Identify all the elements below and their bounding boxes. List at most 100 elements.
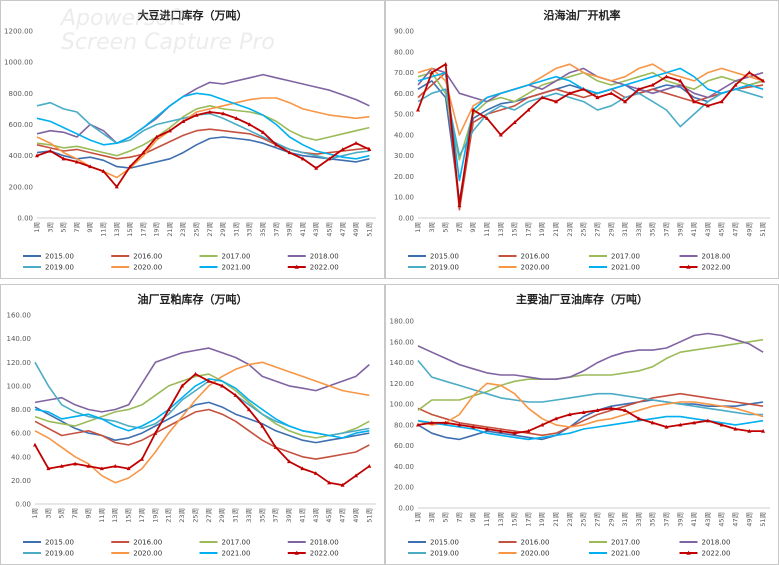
series-marker [761,78,766,83]
x-tick-label: 51周 [759,512,767,527]
x-tick-label: 27周 [593,222,601,237]
legend-label: 2015.00 [430,253,459,261]
y-tick-label: 120.00 [390,380,415,388]
x-tick-label: 19周 [153,222,161,237]
x-tick-label: 29周 [607,222,615,237]
series-marker [167,128,172,133]
x-tick-label: 37周 [662,222,670,237]
x-tick-label: 31周 [232,222,240,237]
y-tick-label: 400.00 [9,152,34,160]
series-line-2016.00 [417,392,764,437]
x-tick-label: 33周 [635,512,643,527]
x-tick-label: 35周 [259,222,267,237]
x-tick-label: 23周 [178,508,186,523]
y-tick-label: 600.00 [9,121,34,129]
x-tick-label: 47周 [731,222,739,237]
x-tick-label: 43周 [704,222,712,237]
series-marker [650,82,655,87]
x-tick-label: 3周 [428,222,436,233]
series-marker [261,130,265,134]
x-tick-label: 43周 [312,508,320,523]
series-line-2021.00 [34,378,370,439]
y-tick-label: 200.00 [9,183,34,191]
series-marker [678,78,683,83]
series-marker [46,466,51,471]
series-marker [153,430,158,435]
chart-coastal-crush-rate: 沿海油厂开机率 0.00 10.00 20.00 30.00 40.00 50.00 60.0… [385,0,779,279]
series-marker [86,464,91,468]
series-marker [154,134,159,139]
x-tick-label: 47周 [339,222,347,237]
series-marker [623,408,628,412]
legend-label: 2020.00 [521,264,550,272]
x-tick-label: 29周 [219,222,227,237]
y-tick-label: 140.00 [390,359,415,367]
y-tick-label: 60.00 [394,90,414,98]
series-line-2020.00 [417,63,764,136]
legend-label: 2022.00 [702,264,731,272]
x-tick-label: 33周 [245,508,253,523]
legend-label: 2020.00 [133,264,162,272]
x-tick-label: 21周 [165,508,173,523]
legend-label: 2019.00 [45,264,74,272]
x-tick-label: 43周 [312,222,320,237]
series-marker [498,428,503,433]
legend-marker [686,550,691,555]
x-tick-label: 5周 [60,222,68,233]
x-tick-label: 37周 [272,508,280,523]
series-marker [719,99,724,104]
x-tick-label: 23周 [566,512,574,527]
y-tick-label: 40.00 [394,131,414,139]
x-tick-label: 39周 [286,222,294,237]
series-marker [747,428,752,433]
x-tick-label: 3周 [44,508,52,519]
x-tick-label: 7周 [73,222,81,233]
x-tick-label: 35周 [649,512,657,527]
series-marker [650,420,655,425]
series-marker [114,184,119,189]
series-marker [636,86,641,91]
x-tick-label: 5周 [58,508,66,519]
chart-svg-soymeal-inventory: 油厂豆粕库存（万吨） 0.00 20.00 40.00 60.00 80.00 100.00… [7,292,376,558]
series-marker [498,132,503,137]
y-tick-label: 60.00 [394,442,414,450]
x-tick-label: 31周 [621,512,629,527]
series-marker [340,147,345,152]
x-tick-label: 9周 [469,512,477,523]
legend-label: 2015.00 [45,253,74,261]
series-marker [367,147,372,152]
legend-marker [294,264,299,269]
legend-label: 2016.00 [521,253,550,261]
series-marker [166,407,171,412]
x-tick-label: 33周 [246,222,254,237]
x-tick-label: 23周 [179,222,187,237]
x-tick-label: 1周 [414,512,422,523]
y-tick-label: 80.00 [11,406,31,414]
series-marker [429,420,434,425]
series-marker [88,164,93,169]
legend-label: 2018.00 [702,253,731,261]
series-marker [443,62,448,66]
series-marker [101,169,106,173]
series-marker [485,116,490,120]
x-tick-label: 31周 [232,508,240,523]
x-tick-label: 7周 [455,512,463,523]
y-tick-label: 0.00 [15,501,31,509]
x-tick-label: 15周 [511,512,519,527]
x-tick-label: 13周 [113,222,121,237]
y-tick-label: 90.00 [394,28,414,36]
y-tick-label: 1000.00 [4,59,33,67]
y-tick-label: 20.00 [394,484,414,492]
legend-marker [294,550,299,555]
series-marker [221,111,226,116]
legend-label: 2017.00 [222,539,251,547]
legend-label: 2015.00 [430,539,459,547]
x-tick-label: 9周 [84,508,92,519]
legend-label: 2021.00 [222,550,251,558]
series-marker [113,464,118,468]
series-marker [300,156,305,161]
legend-label: 2017.00 [611,539,640,547]
legend-label: 2016.00 [521,539,550,547]
series-marker [206,378,211,383]
series-marker [246,407,251,412]
